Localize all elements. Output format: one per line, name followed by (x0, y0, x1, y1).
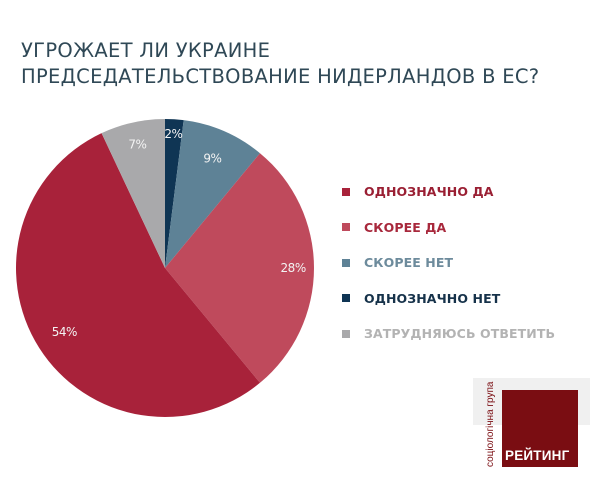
legend-swatch (342, 329, 350, 338)
chart-title: УГРОЖАЕТ ЛИ УКРАИНЕ ПРЕДСЕДАТЕЛЬСТВОВАНИ… (21, 38, 539, 90)
pie-slice-label: 28% (281, 261, 306, 275)
legend-item-definitely-yes: ОДНОЗНАЧНО ДА (342, 174, 555, 210)
legend-item-hard-to-say: ЗАТРУДНЯЮСЬ ОТВЕТИТЬ (342, 316, 555, 352)
legend-swatch (342, 187, 350, 196)
logo-square (502, 390, 578, 467)
pie-slices (16, 119, 315, 417)
pie-slice (101, 119, 165, 268)
legend: ОДНОЗНАЧНО ДА СКОРЕЕ ДА СКОРЕЕ НЕТ ОДНОЗ… (342, 174, 555, 352)
pie-slice (165, 119, 184, 268)
legend-item-rather-yes: СКОРЕЕ ДА (342, 210, 555, 246)
legend-label: ОДНОЗНАЧНО НЕТ (364, 290, 501, 306)
pie-slice-label: 7% (128, 137, 146, 151)
legend-label: ОДНОЗНАЧНО ДА (364, 184, 494, 200)
chart-title-line-2: ПРЕДСЕДАТЕЛЬСТВОВАНИЕ НИДЕРЛАНДОВ В ЕС? (21, 65, 540, 88)
legend-item-rather-no: СКОРЕЕ НЕТ (342, 245, 555, 281)
legend-swatch (342, 223, 350, 232)
legend-label: СКОРЕЕ НЕТ (364, 255, 454, 271)
pie-slice (165, 120, 260, 268)
legend-item-definitely-no: ОДНОЗНАЧНО НЕТ (342, 281, 555, 317)
pie-slice-label: 9% (203, 152, 221, 166)
legend-swatch (342, 258, 350, 267)
legend-label: ЗАТРУДНЯЮСЬ ОТВЕТИТЬ (364, 326, 556, 342)
logo-name: РЕЙТИНГ (505, 448, 570, 463)
pie-slice (165, 153, 315, 383)
pie-slice-labels: 2% 9% 28% 54% 7% (52, 127, 307, 339)
pie-slice (16, 133, 260, 417)
logo-subtitle: соціологічна група (485, 381, 496, 468)
legend-swatch (342, 294, 350, 303)
legend-label: СКОРЕЕ ДА (364, 219, 447, 235)
pie-slice-label: 54% (52, 325, 77, 339)
pie-slice-label: 2% (164, 127, 182, 141)
chart-title-line-1: УГРОЖАЕТ ЛИ УКРАИНЕ (21, 39, 271, 62)
pie-chart: 2% 9% 28% 54% 7% (16, 119, 315, 417)
